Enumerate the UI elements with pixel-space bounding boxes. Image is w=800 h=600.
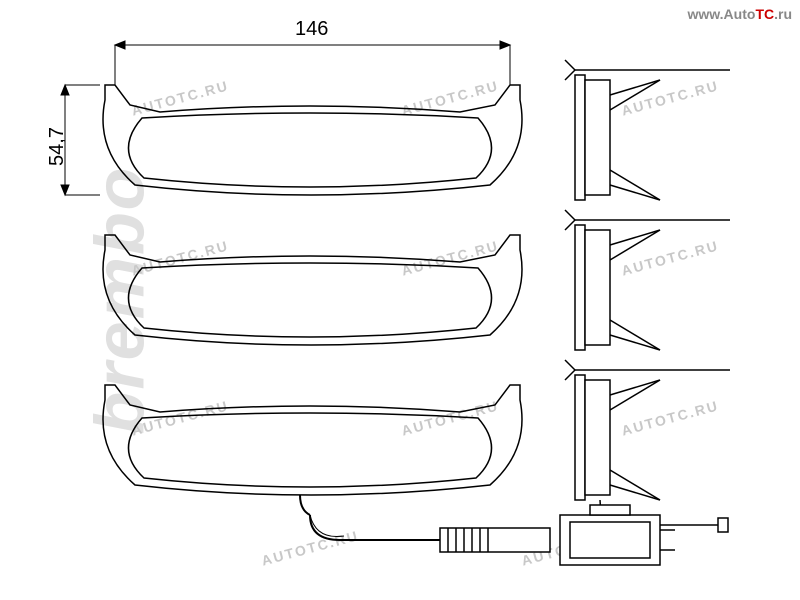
brake-pad-side-2: [565, 210, 730, 350]
brake-pad-front-3: [103, 385, 522, 515]
brake-pad-front-1: [103, 85, 522, 195]
brake-pad-front-2: [103, 235, 522, 345]
wear-sensor-connector: [310, 505, 675, 565]
technical-drawing: [0, 0, 800, 600]
brake-pad-side-1: [565, 60, 730, 200]
